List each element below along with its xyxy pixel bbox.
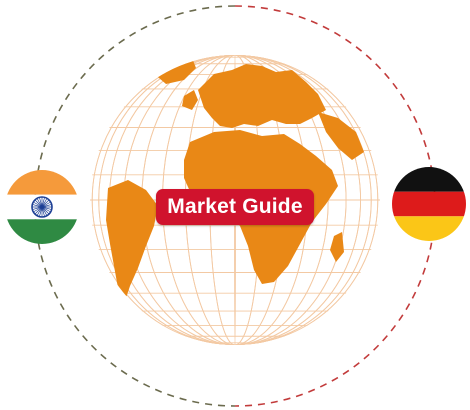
germany-flag-icon <box>392 167 466 241</box>
india-flag <box>5 170 79 244</box>
market-guide-label: Market Guide <box>156 189 314 225</box>
ashoka-chakra-icon <box>31 196 53 218</box>
india-flag-icon <box>5 170 79 244</box>
germany-flag <box>392 167 466 241</box>
